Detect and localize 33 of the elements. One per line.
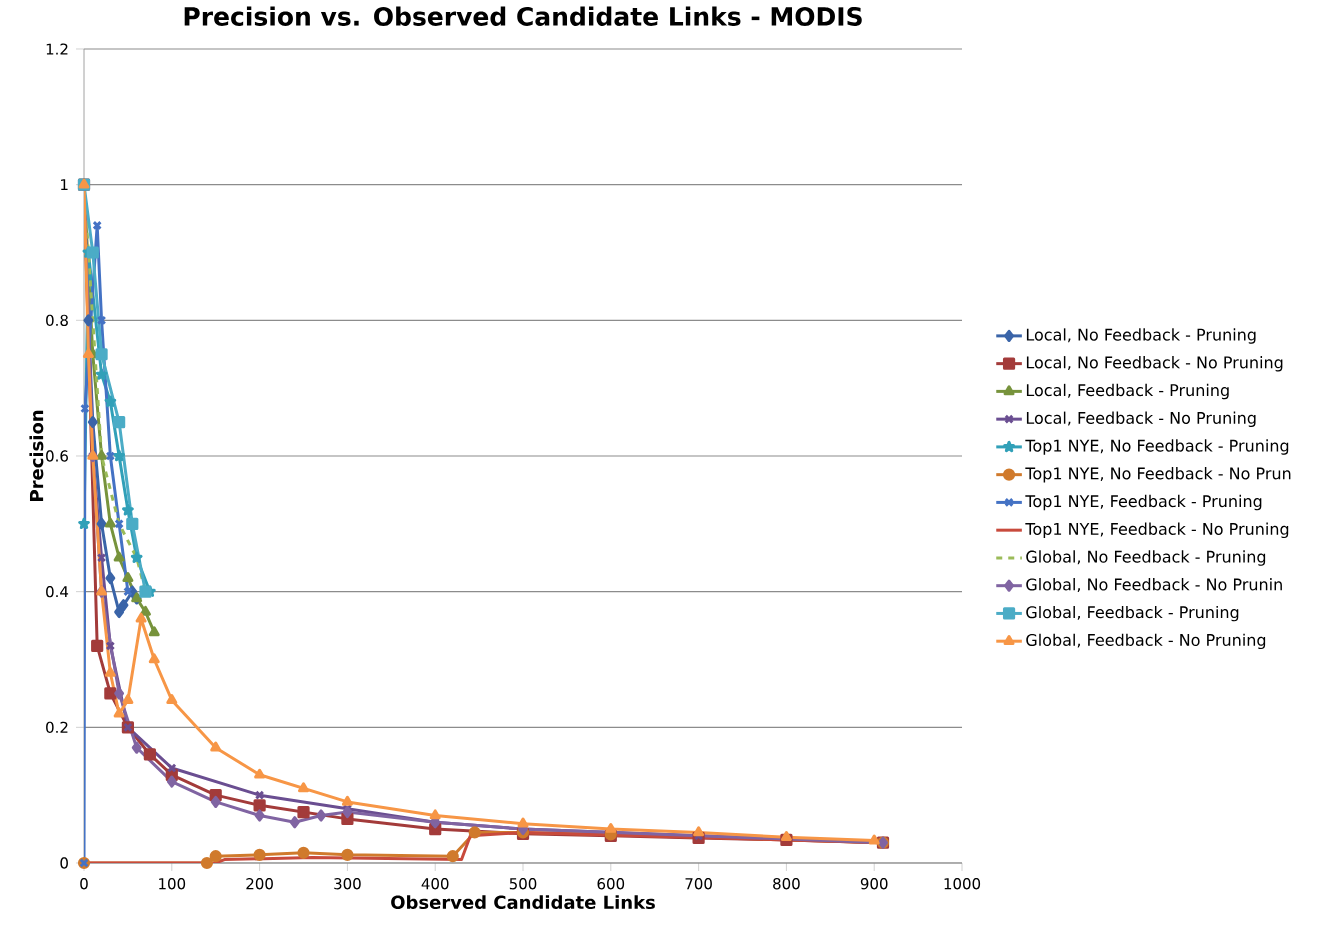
- x-axis-title: Observed Candidate Links: [391, 895, 655, 910]
- x-tick-label: 1000: [944, 878, 981, 890]
- x-tick-label: 800: [773, 878, 800, 890]
- legend-label: Top1 NYE, Feedback - Pruning: [1025, 494, 1262, 511]
- y-tick-label: 1: [61, 179, 68, 191]
- x-tick-label: 700: [685, 878, 712, 890]
- legend-label: Local, Feedback - No Pruning: [1026, 411, 1256, 428]
- legend-label: Global, Feedback - No Pruning: [1026, 633, 1266, 650]
- legend-label: Top1 NYE, Feedback - No Pruning: [1025, 522, 1289, 539]
- legend-label: Top1 NYE, No Feedback - No Prun: [1025, 467, 1291, 483]
- y-tick-label: 0: [60, 857, 68, 869]
- chart-title: Precision vs. Observed Candidate Links - MODIS: [184, 6, 862, 26]
- legend-label: Global, Feedback - Pruning: [1026, 605, 1239, 622]
- x-tick-label: 100: [159, 878, 186, 890]
- x-tick-label: 400: [421, 878, 449, 890]
- x-tick-label: 300: [334, 878, 361, 890]
- y-tick-label: 0.8: [46, 314, 68, 326]
- y-tick-label: 0.6: [46, 450, 68, 462]
- y-axis-title: Precision: [29, 410, 44, 501]
- legend-label: Global, No Feedback - Pruning: [1026, 550, 1266, 566]
- legend-label: Local, No Feedback - Pruning: [1026, 328, 1256, 344]
- x-tick-label: 600: [597, 878, 625, 890]
- legend-label: Global, No Feedback - No Prunin: [1026, 578, 1282, 593]
- y-tick-label: 0.2: [46, 721, 68, 733]
- x-tick-label: 0: [80, 878, 88, 890]
- x-tick-label: 900: [860, 878, 888, 890]
- x-tick-label: 500: [509, 878, 537, 890]
- y-tick-label: 1.2: [46, 43, 68, 55]
- legend-label: Local, Feedback - Pruning: [1026, 383, 1229, 400]
- legend-label: Local, No Feedback - No Pruning: [1026, 356, 1283, 372]
- legend-label: Top1 NYE, No Feedback - Pruning: [1025, 439, 1289, 455]
- x-tick-label: 200: [246, 878, 273, 890]
- y-tick-label: 0.4: [46, 585, 69, 598]
